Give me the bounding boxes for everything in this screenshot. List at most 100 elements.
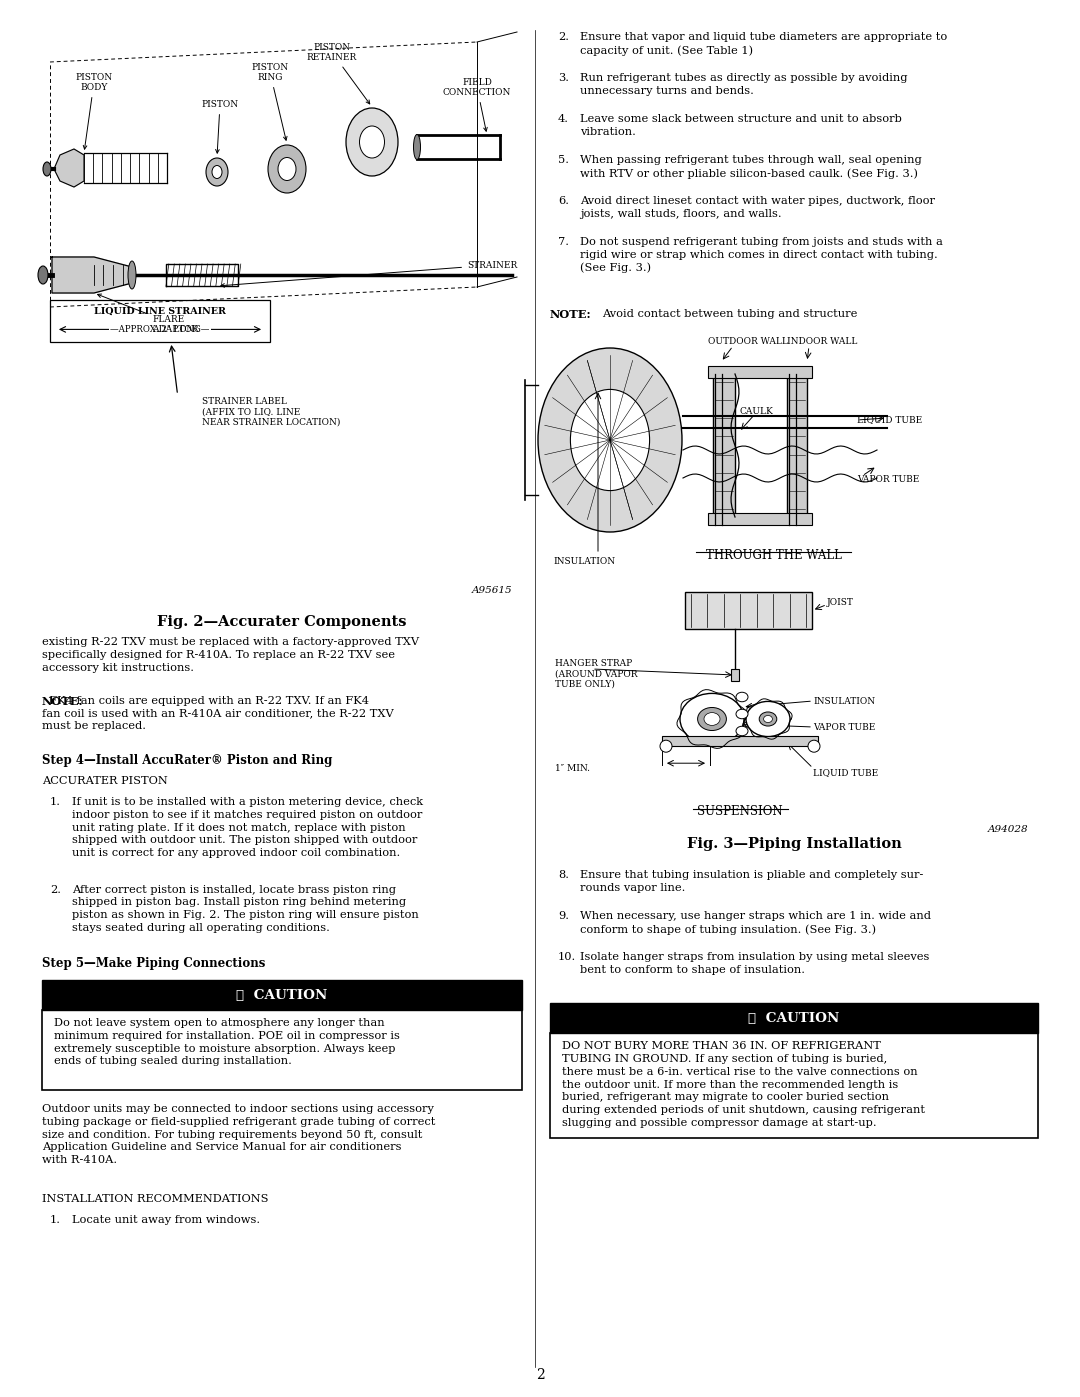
Text: INSULATION: INSULATION (554, 557, 616, 566)
Text: SUSPENSION: SUSPENSION (698, 805, 783, 819)
Text: LIQUID LINE STRAINER: LIQUID LINE STRAINER (94, 307, 226, 316)
Ellipse shape (129, 261, 136, 289)
Text: OUTDOOR WALL: OUTDOOR WALL (708, 337, 788, 346)
Ellipse shape (735, 710, 748, 718)
Text: 1.: 1. (50, 798, 60, 807)
Bar (708, 366, 812, 379)
Text: —APPROX. 2" LONG—: —APPROX. 2" LONG— (110, 326, 210, 334)
Text: Locate unit away from windows.: Locate unit away from windows. (72, 1215, 260, 1225)
Ellipse shape (278, 158, 296, 180)
Text: THROUGH THE WALL: THROUGH THE WALL (706, 549, 842, 562)
Text: FLARE
ADAPTOR: FLARE ADAPTOR (97, 293, 199, 334)
Text: A95615: A95615 (471, 585, 512, 595)
Text: 1″ MIN.: 1″ MIN. (555, 764, 590, 773)
Text: ⚠  CAUTION: ⚠ CAUTION (748, 1011, 839, 1025)
Text: Do not suspend refrigerant tubing from joists and studs with a
rigid wire or str: Do not suspend refrigerant tubing from j… (580, 237, 943, 274)
Text: Leave some slack between structure and unit to absorb
vibration.: Leave some slack between structure and u… (580, 115, 902, 137)
Text: ACCURATER PISTON: ACCURATER PISTON (42, 775, 167, 785)
Polygon shape (52, 257, 132, 293)
Ellipse shape (735, 726, 748, 736)
Text: PISTON
BODY: PISTON BODY (76, 73, 112, 149)
Text: INDOOR WALL: INDOOR WALL (787, 337, 858, 346)
Text: NOTE:: NOTE: (42, 696, 83, 707)
Ellipse shape (570, 390, 649, 490)
Text: Avoid direct lineset contact with water pipes, ductwork, floor
joists, wall stud: Avoid direct lineset contact with water … (580, 196, 935, 219)
Ellipse shape (680, 693, 744, 745)
Text: When passing refrigerant tubes through wall, seal opening
with RTV or other plia: When passing refrigerant tubes through w… (580, 155, 921, 179)
Ellipse shape (268, 145, 306, 193)
Ellipse shape (206, 158, 228, 186)
Text: INSULATION: INSULATION (813, 697, 875, 705)
Text: FIELD
CONNECTION: FIELD CONNECTION (443, 78, 511, 131)
Text: PISTON
RING: PISTON RING (252, 63, 288, 140)
Text: Run refrigerant tubes as directly as possible by avoiding
unnecessary turns and : Run refrigerant tubes as directly as pos… (580, 73, 907, 96)
Text: HANGER STRAP
(AROUND VAPOR
TUBE ONLY): HANGER STRAP (AROUND VAPOR TUBE ONLY) (555, 659, 637, 689)
Text: VAPOR TUBE: VAPOR TUBE (813, 722, 876, 732)
Text: Outdoor units may be connected to indoor sections using accessory
tubing package: Outdoor units may be connected to indoor… (42, 1104, 435, 1165)
Text: Fig. 2—Accurater Components: Fig. 2—Accurater Components (158, 615, 407, 629)
Text: INSTALLATION RECOMMENDATIONS: INSTALLATION RECOMMENDATIONS (42, 1193, 269, 1203)
Text: DO NOT BURY MORE THAN 36 IN. OF REFRIGERANT
TUBING IN GROUND. If any section of : DO NOT BURY MORE THAN 36 IN. OF REFRIGER… (562, 1041, 924, 1127)
Text: 3.: 3. (558, 73, 569, 82)
Bar (787, 374, 807, 517)
Text: VAPOR TUBE: VAPOR TUBE (858, 475, 919, 483)
Text: A94028: A94028 (987, 826, 1028, 834)
Text: 6.: 6. (558, 196, 569, 205)
Ellipse shape (704, 712, 720, 725)
Text: FK4 fan coils are equipped with an R-22 TXV. If an FK4
fan coil is used with an : FK4 fan coils are equipped with an R-22 … (42, 696, 394, 731)
Text: After correct piston is installed, locate brass piston ring
shipped in piston ba: After correct piston is installed, locat… (72, 884, 419, 933)
Text: Ensure that vapor and liquid tube diameters are appropriate to
capacity of unit.: Ensure that vapor and liquid tube diamet… (580, 32, 947, 56)
Ellipse shape (808, 740, 820, 752)
Bar (42, 981, 522, 1010)
Ellipse shape (43, 162, 51, 176)
Text: When necessary, use hanger straps which are 1 in. wide and
conform to shape of t: When necessary, use hanger straps which … (580, 911, 931, 935)
Text: Avoid contact between tubing and structure: Avoid contact between tubing and structu… (602, 309, 858, 319)
Text: PISTON: PISTON (202, 101, 239, 154)
Ellipse shape (698, 707, 727, 731)
Text: 2: 2 (536, 1368, 544, 1382)
Ellipse shape (212, 165, 222, 179)
Text: LIQUID TUBE: LIQUID TUBE (813, 768, 878, 777)
Bar (166, 264, 238, 286)
Text: 2.: 2. (558, 32, 569, 42)
Text: Ensure that tubing insulation is pliable and completely sur-
rounds vapor line.: Ensure that tubing insulation is pliable… (580, 870, 923, 893)
Text: Step 4—Install AccuRater® Piston and Ring: Step 4—Install AccuRater® Piston and Rin… (42, 754, 333, 767)
Text: JOIST: JOIST (827, 598, 854, 608)
Bar (662, 736, 818, 746)
Bar (731, 669, 739, 680)
Text: Isolate hanger straps from insulation by using metal sleeves
bent to conform to : Isolate hanger straps from insulation by… (580, 953, 930, 975)
Text: 1.: 1. (50, 1215, 60, 1225)
Ellipse shape (346, 108, 399, 176)
Text: 8.: 8. (558, 870, 569, 880)
Text: 10.: 10. (558, 953, 577, 963)
Text: STRAINER LABEL
(AFFIX TO LIQ. LINE
NEAR STRAINER LOCATION): STRAINER LABEL (AFFIX TO LIQ. LINE NEAR … (202, 397, 340, 427)
Text: 2.: 2. (50, 884, 60, 894)
Text: PISTON
RETAINER: PISTON RETAINER (307, 42, 369, 103)
Ellipse shape (38, 265, 48, 284)
Bar (550, 1034, 1038, 1139)
Text: 5.: 5. (558, 155, 569, 165)
Text: 4.: 4. (558, 115, 569, 124)
Text: existing R-22 TXV must be replaced with a factory-approved TXV
specifically desi: existing R-22 TXV must be replaced with … (42, 637, 419, 672)
Ellipse shape (414, 134, 420, 159)
Text: 9.: 9. (558, 911, 569, 921)
Text: Do not leave system open to atmosphere any longer than
minimum required for inst: Do not leave system open to atmosphere a… (54, 1018, 400, 1066)
Bar (708, 513, 812, 525)
Ellipse shape (538, 348, 681, 532)
Bar (50, 300, 270, 342)
Text: CAULK: CAULK (740, 408, 774, 416)
Text: If unit is to be installed with a piston metering device, check
indoor piston to: If unit is to be installed with a piston… (72, 798, 423, 858)
Ellipse shape (735, 693, 748, 701)
Bar (42, 1010, 522, 1090)
Text: Step 5—Make Piping Connections: Step 5—Make Piping Connections (42, 957, 266, 970)
Ellipse shape (746, 701, 789, 736)
Ellipse shape (360, 126, 384, 158)
Text: 7.: 7. (558, 237, 569, 247)
Bar (685, 592, 812, 629)
Ellipse shape (759, 712, 777, 726)
Polygon shape (54, 149, 84, 187)
Bar (713, 374, 735, 517)
Text: Fig. 3—Piping Installation: Fig. 3—Piping Installation (687, 837, 902, 851)
Ellipse shape (660, 740, 672, 752)
Ellipse shape (764, 715, 772, 722)
